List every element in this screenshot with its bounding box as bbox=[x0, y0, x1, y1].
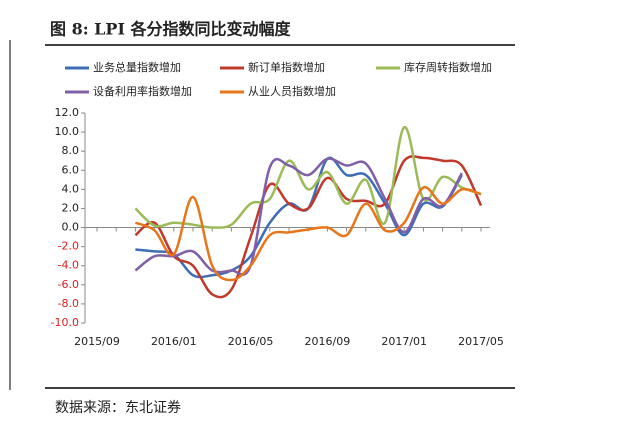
series-line bbox=[134, 157, 463, 276]
x-tick-label: 2017/05 bbox=[458, 335, 504, 348]
x-tick-label: 2016/01 bbox=[151, 335, 197, 348]
x-tick-label: 2017/01 bbox=[381, 335, 427, 348]
y-tick-label: -8.0 bbox=[58, 297, 79, 310]
y-tick-label: 10.0 bbox=[55, 125, 80, 138]
y-tick-label: 6.0 bbox=[62, 163, 80, 176]
series-line bbox=[134, 155, 483, 299]
series-line bbox=[134, 126, 482, 229]
legend-label: 库存周转指数增加 bbox=[404, 60, 492, 74]
series-line bbox=[134, 185, 482, 282]
y-tick-label: -4.0 bbox=[58, 259, 79, 272]
legend-label: 新订单指数增加 bbox=[248, 60, 325, 74]
x-tick-label: 2016/05 bbox=[228, 335, 274, 348]
legend-label: 从业人员指数增加 bbox=[248, 84, 336, 98]
y-tick-label: 4.0 bbox=[62, 182, 80, 195]
y-tick-label: -6.0 bbox=[58, 278, 79, 291]
y-tick-label: 0.0 bbox=[62, 221, 80, 234]
y-tick-label: 12.0 bbox=[55, 106, 80, 119]
x-tick-label: 2016/09 bbox=[305, 335, 351, 348]
x-tick-label: 2015/09 bbox=[74, 335, 120, 348]
figure-title: 图 8: LPI 各分指数同比变动幅度 bbox=[50, 20, 292, 39]
legend-label: 设备利用率指数增加 bbox=[93, 84, 192, 98]
y-tick-label: 8.0 bbox=[62, 144, 80, 157]
legend-label: 业务总量指数增加 bbox=[93, 60, 181, 74]
y-tick-label: -2.0 bbox=[58, 240, 79, 253]
y-tick-label: -10.0 bbox=[51, 316, 79, 329]
source-note: 数据来源：东北证券 bbox=[55, 400, 181, 416]
y-tick-label: 2.0 bbox=[62, 201, 80, 214]
